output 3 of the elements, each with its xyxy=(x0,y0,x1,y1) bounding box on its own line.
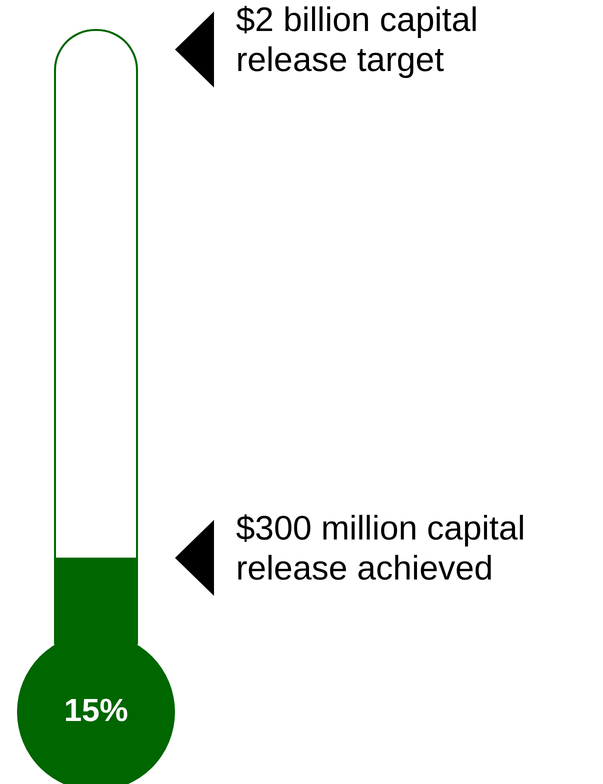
text: $300 million capital release achieved xyxy=(236,509,526,588)
text: $2 billion capital release target xyxy=(236,0,478,79)
data-label: 15% xyxy=(64,692,128,728)
